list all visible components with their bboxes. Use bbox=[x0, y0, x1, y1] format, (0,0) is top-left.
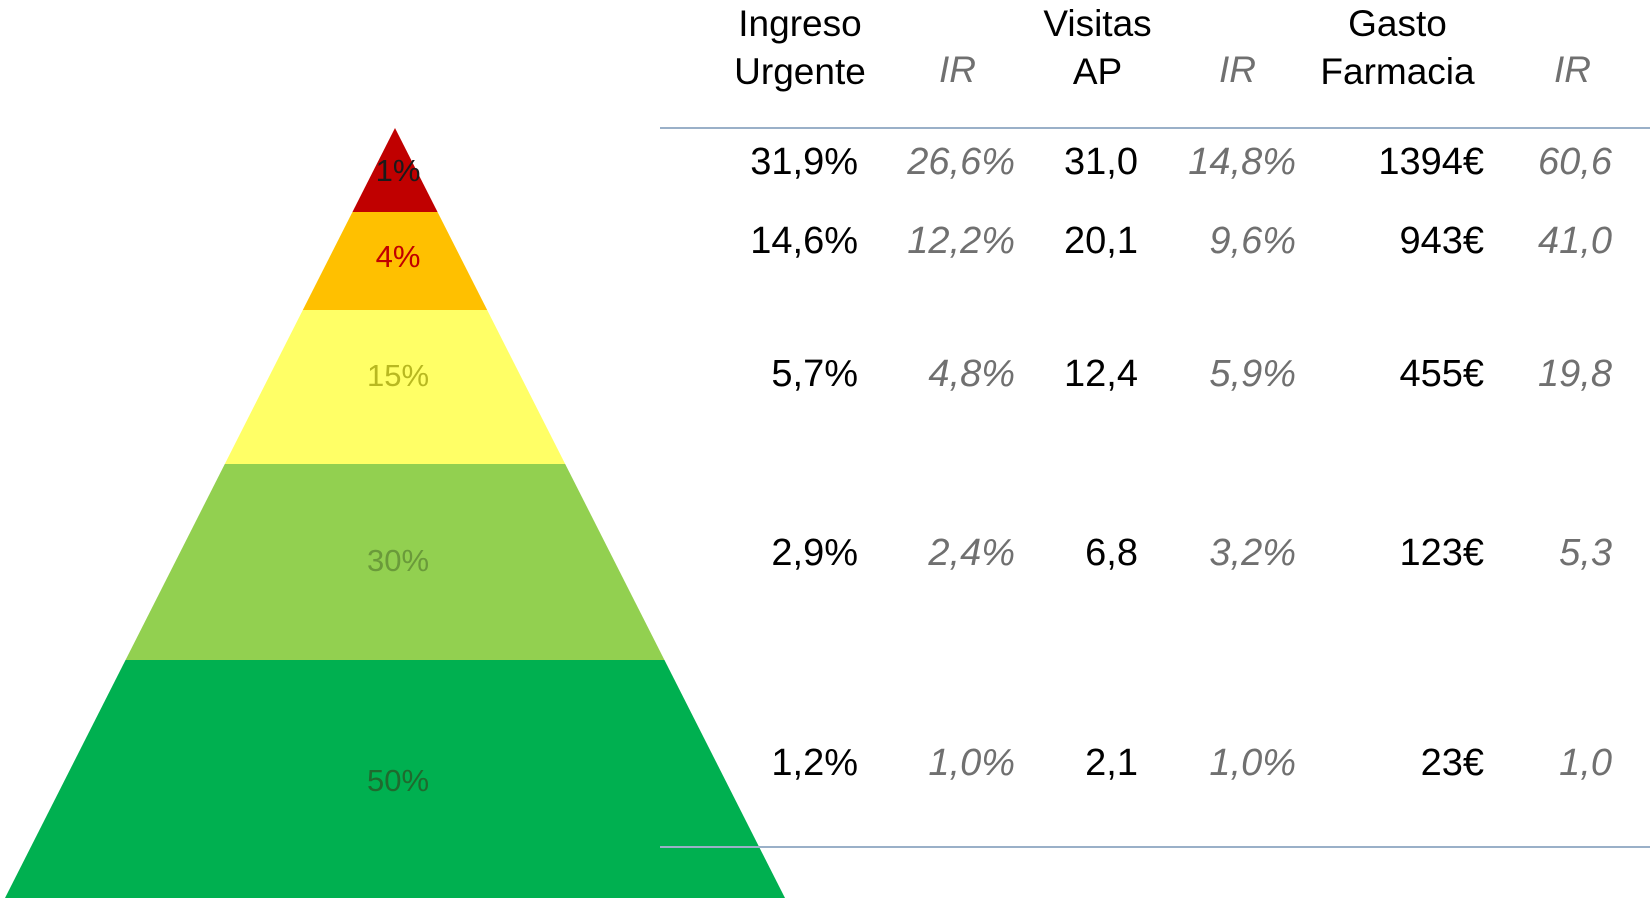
cell-ir2: 3,2% bbox=[1209, 532, 1296, 574]
pyramid-segment-30 bbox=[125, 464, 665, 660]
pyramid-label-50: 50% bbox=[367, 763, 429, 798]
cell-ingreso: 31,9% bbox=[750, 141, 858, 183]
pyramid-label-30: 30% bbox=[367, 543, 429, 578]
header-gasto-line2: Farmacia bbox=[1320, 51, 1475, 92]
bottom-rule bbox=[660, 846, 1650, 848]
header-visitas-line1: Visitas bbox=[1043, 3, 1152, 44]
header-ingreso-line1: Ingreso bbox=[738, 3, 862, 44]
header-ir-3: IR bbox=[1554, 49, 1591, 90]
cell-ir3: 1,0 bbox=[1559, 742, 1612, 784]
header-ir-1: IR bbox=[939, 49, 976, 90]
cell-ir3: 5,3 bbox=[1559, 532, 1612, 574]
pyramid-segment-4 bbox=[302, 212, 488, 310]
cell-ir1: 26,6% bbox=[907, 141, 1015, 183]
risk-pyramid: 1% 4% 15% 30% 50% bbox=[5, 128, 785, 898]
cell-visitas: 12,4 bbox=[1064, 353, 1138, 395]
cell-ingreso: 1,2% bbox=[771, 742, 858, 784]
cell-gasto: 23€ bbox=[1420, 742, 1484, 784]
header-ingreso-line2: Urgente bbox=[734, 51, 866, 92]
pyramid-segment-15 bbox=[224, 310, 566, 464]
cell-ingreso: 5,7% bbox=[771, 353, 858, 395]
pyramid-segment-1 bbox=[352, 128, 438, 212]
header-ir-2: IR bbox=[1219, 49, 1256, 90]
cell-ir3: 19,8 bbox=[1538, 353, 1612, 395]
cell-gasto: 123€ bbox=[1399, 532, 1484, 574]
header-gasto-farmacia: Gasto Farmacia bbox=[1305, 0, 1490, 96]
cell-ingreso: 14,6% bbox=[750, 220, 858, 262]
header-visitas-ap: Visitas AP bbox=[1030, 0, 1165, 96]
cell-ir3: 41,0 bbox=[1538, 220, 1612, 262]
pyramid-segment-50 bbox=[5, 660, 785, 898]
cell-visitas: 2,1 bbox=[1085, 742, 1138, 784]
cell-ir1: 4,8% bbox=[928, 353, 1015, 395]
cell-gasto: 455€ bbox=[1399, 353, 1484, 395]
cell-visitas: 31,0 bbox=[1064, 141, 1138, 183]
cell-ir2: 14,8% bbox=[1188, 141, 1296, 183]
cell-ir2: 5,9% bbox=[1209, 353, 1296, 395]
pyramid-label-4: 4% bbox=[376, 239, 421, 274]
cell-visitas: 6,8 bbox=[1085, 532, 1138, 574]
cell-gasto: 1394€ bbox=[1378, 141, 1484, 183]
cell-visitas: 20,1 bbox=[1064, 220, 1138, 262]
header-visitas-line2: AP bbox=[1072, 51, 1123, 92]
pyramid-label-15: 15% bbox=[367, 358, 429, 393]
cell-ingreso: 2,9% bbox=[771, 532, 858, 574]
header-ingreso-urgente: Ingreso Urgente bbox=[715, 0, 885, 96]
cell-ir1: 12,2% bbox=[907, 220, 1015, 262]
cell-gasto: 943€ bbox=[1399, 220, 1484, 262]
header-gasto-line1: Gasto bbox=[1348, 3, 1447, 44]
cell-ir2: 9,6% bbox=[1209, 220, 1296, 262]
pyramid-label-1: 1% bbox=[376, 153, 421, 188]
cell-ir3: 60,6 bbox=[1538, 141, 1612, 183]
header-rule bbox=[660, 127, 1650, 129]
cell-ir1: 1,0% bbox=[928, 742, 1015, 784]
cell-ir2: 1,0% bbox=[1209, 742, 1296, 784]
cell-ir1: 2,4% bbox=[928, 532, 1015, 574]
